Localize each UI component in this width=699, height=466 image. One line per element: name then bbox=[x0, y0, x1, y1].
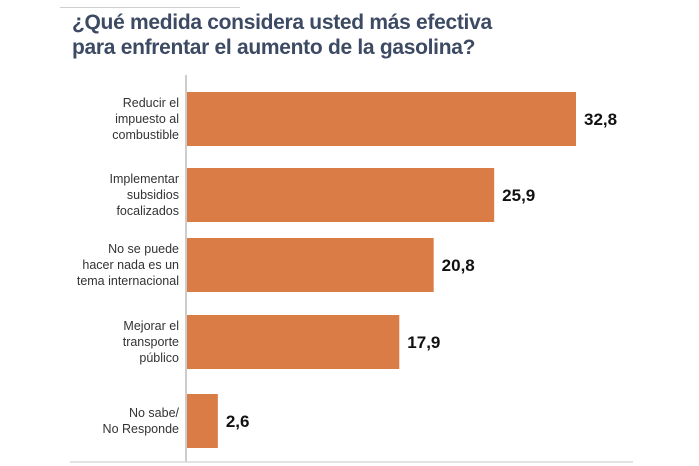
category-label-2-line-2: subsidios bbox=[127, 188, 179, 202]
category-label-4-line-2: transporte bbox=[123, 335, 179, 349]
category-label-2-line-1: Implementar bbox=[110, 172, 179, 186]
category-label-5-line-2: No Responde bbox=[103, 422, 179, 436]
bar-2 bbox=[187, 168, 495, 222]
category-label-1-line-3: combustible bbox=[112, 128, 179, 142]
value-label-2: 25,9 bbox=[502, 186, 535, 205]
bar-4 bbox=[187, 315, 400, 369]
category-label-3-line-1: No se puede bbox=[108, 242, 179, 256]
bar-5 bbox=[187, 394, 218, 448]
category-label-5-line-1: No sabe/ bbox=[129, 406, 180, 420]
title-line-1: ¿Qué medida considera usted más efectiva bbox=[72, 11, 492, 34]
value-label-1: 32,8 bbox=[584, 110, 617, 129]
category-label-3-line-3: tema internacional bbox=[77, 274, 179, 288]
category-label-4-line-1: Mejorar el bbox=[123, 319, 179, 333]
chart-title: ¿Qué medida considera usted más efectiva… bbox=[72, 10, 492, 60]
category-label-4-line-3: público bbox=[139, 351, 179, 365]
value-label-4: 17,9 bbox=[407, 333, 440, 352]
category-label-3-line-2: hacer nada es un bbox=[82, 258, 179, 272]
category-label-1-line-1: Reducir el bbox=[123, 96, 179, 110]
bar-3 bbox=[187, 238, 434, 292]
category-label-1-line-2: impuesto al bbox=[115, 112, 179, 126]
bar-1 bbox=[187, 92, 576, 146]
top-rule bbox=[60, 7, 240, 8]
category-label-2-line-3: focalizados bbox=[116, 204, 179, 218]
value-label-3: 20,8 bbox=[442, 256, 475, 275]
title-line-2: para enfrentar el aumento de la gasolina… bbox=[72, 36, 476, 59]
value-label-5: 2,6 bbox=[226, 412, 250, 431]
